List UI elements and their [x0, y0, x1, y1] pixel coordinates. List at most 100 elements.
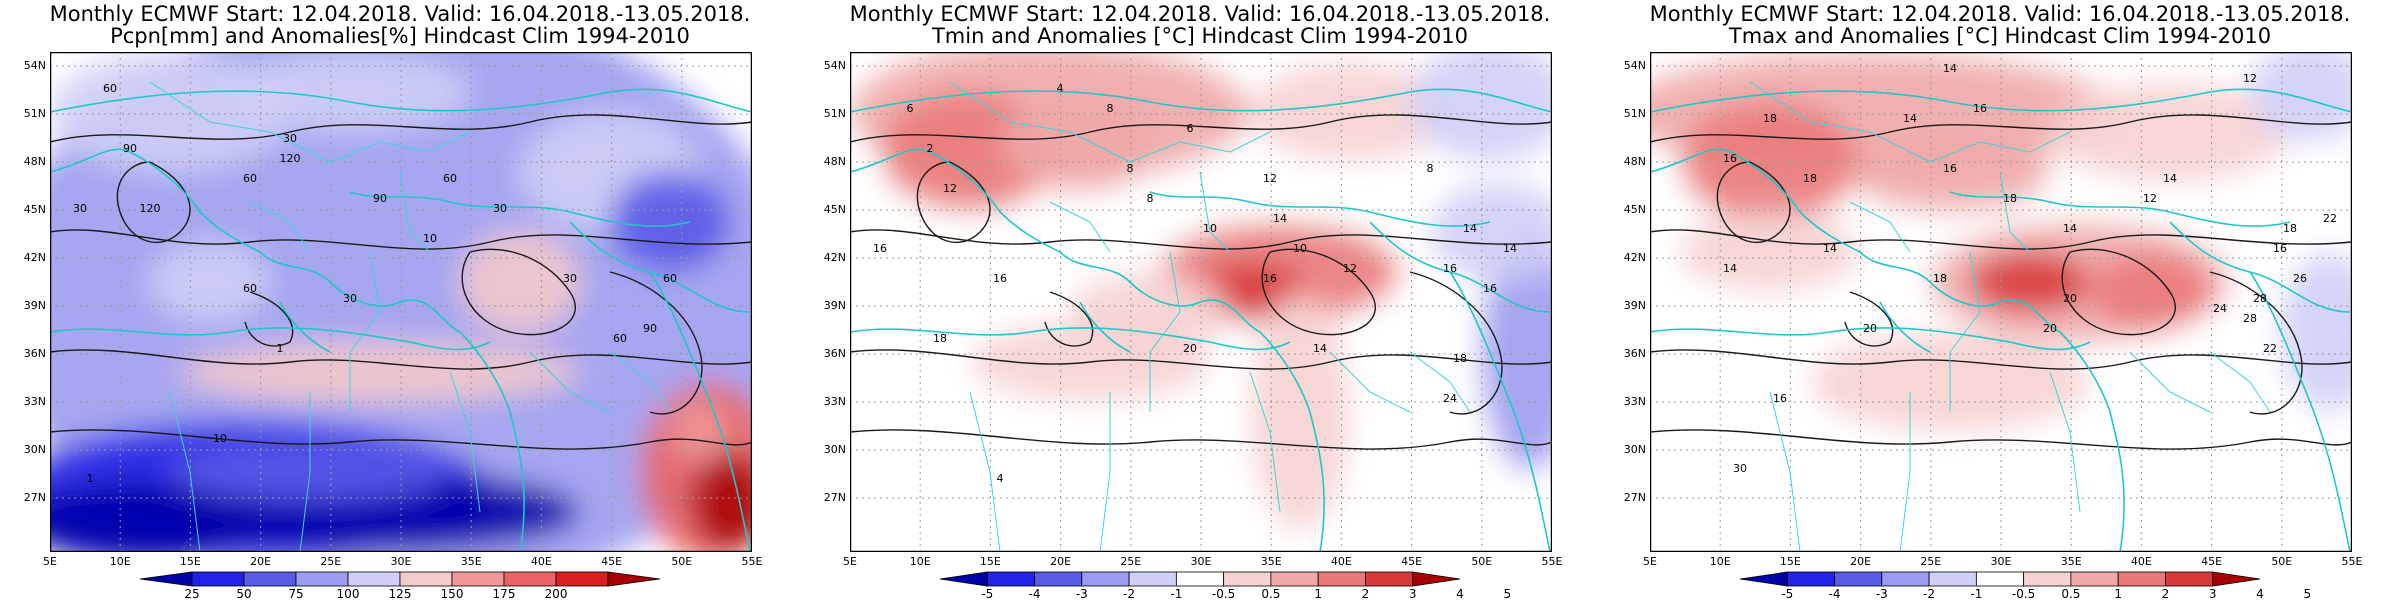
- latitude-label: 51N: [23, 107, 46, 120]
- colorbar-tick-label: -0.5: [1211, 587, 1236, 601]
- contour-line: [1044, 291, 1094, 347]
- anomaly-region: [1680, 212, 1860, 292]
- contour-label: 1: [87, 472, 94, 485]
- colorbar-swatch: [1365, 571, 1414, 587]
- contour-line: [50, 349, 752, 370]
- longitude-label: 50E: [1471, 555, 1493, 568]
- map-area: 14 12 18 14 16 16 18 14 16 18 14 12 14 22 18 16 20 24 28 20…: [1650, 52, 2352, 552]
- colorbar-swatch: [191, 571, 245, 587]
- contour-label: 6: [907, 102, 914, 115]
- country-borders: [149, 81, 671, 552]
- longitude-label: 20E: [1050, 555, 1072, 568]
- longitude-label: 10E: [109, 555, 131, 568]
- country-border: [1099, 392, 1111, 552]
- longitude-label: 50E: [671, 555, 693, 568]
- colorbar-swatch: [399, 571, 453, 587]
- colorbar-swatch: [2070, 571, 2119, 587]
- colorbar-tick-label: 125: [388, 587, 412, 601]
- contour-label: 8: [1147, 192, 1154, 205]
- latitude-label: 27N: [23, 491, 46, 504]
- colorbar-arrow-high: [2212, 571, 2261, 587]
- contour-label: 20: [2063, 292, 2077, 305]
- longitude-label: 55E: [741, 555, 763, 568]
- contour-label: 4: [1057, 82, 1064, 95]
- contour-label: 60: [663, 272, 677, 285]
- contour-line: [2061, 248, 2176, 336]
- panel-title-line2: Pcpn[mm] and Anomalies[%] Hindcast Clim …: [110, 24, 690, 48]
- colorbar-swatch: [1128, 571, 1177, 587]
- map-area: 60 90 120 30 60 120 30 90 60 30 10 30 60 1 1 10 30 60 90 60: [50, 52, 752, 552]
- colorbar-swatch: [295, 571, 349, 587]
- colorbar-tick-label: -1: [1170, 587, 1183, 601]
- country-border: [1849, 201, 1911, 253]
- panel-title-line2: Tmin and Anomalies [°C] Hindcast Clim 19…: [931, 24, 1469, 48]
- country-border: [249, 201, 311, 253]
- contour-label: 14: [1273, 212, 1287, 225]
- longitude-label: 25E: [320, 555, 342, 568]
- shading-layer: 14 12 18 14 16 16 18 14 16 18 14 12 14 22 18 16 20 24 28 20…: [1650, 52, 2352, 552]
- colorbar-swatch: [1786, 571, 1835, 587]
- contour-label: 16: [2273, 242, 2287, 255]
- latitude-label: 42N: [1623, 251, 1646, 264]
- panel-title-line1: Monthly ECMWF Start: 12.04.2018. Valid: …: [849, 2, 1551, 26]
- colorbar-tick-label: -1: [1970, 587, 1983, 601]
- country-border: [1199, 171, 1231, 253]
- anomaly-region: [1970, 252, 2090, 312]
- country-border: [1999, 171, 2031, 253]
- longitude-label: 25E: [1920, 555, 1942, 568]
- contour-label: 12: [1263, 172, 1277, 185]
- latitude-label: 33N: [1623, 395, 1646, 408]
- colorbar-tick-label: 0.5: [2061, 587, 2081, 601]
- map-frame: [50, 52, 752, 552]
- anomaly-region: [2250, 52, 2352, 142]
- latitude-label: 45N: [1623, 203, 1646, 216]
- panel-title-line1: Monthly ECMWF Start: 12.04.2018. Valid: …: [49, 2, 751, 26]
- country-border: [1949, 251, 1981, 412]
- longitude-label: 35E: [460, 555, 482, 568]
- colorbar-swatch: [1317, 571, 1366, 587]
- contour-label: 14: [1313, 342, 1327, 355]
- contour-label: 18: [2003, 192, 2017, 205]
- longitude-label: 40E: [1330, 555, 1352, 568]
- contour-label: 4: [997, 472, 1004, 485]
- country-border: [949, 81, 1131, 163]
- colorbar-swatch: [1834, 571, 1883, 587]
- latitude-label: 45N: [23, 203, 46, 216]
- country-border: [1249, 371, 1281, 513]
- contour-label: 90: [373, 192, 387, 205]
- map-canvas: 6 4 8 6 2 12 8 8 10 12 14 10 12 8 14 16 14 16 18 16 20 16 14 16…: [850, 52, 1552, 552]
- latitude-label: 54N: [23, 59, 46, 72]
- contour-label: 2: [927, 142, 934, 155]
- map-canvas: 14 12 18 14 16 16 18 14 16 18 14 12 14 22 18 16 20 24 28 20…: [1650, 52, 2352, 552]
- longitude-label: 10E: [909, 555, 931, 568]
- contour-line: [2209, 271, 2303, 415]
- contour-label: 10: [1293, 242, 1307, 255]
- country-border: [1899, 392, 1911, 552]
- latitude-label: 30N: [823, 443, 846, 456]
- country-border: [1409, 351, 1471, 413]
- coastline: [1650, 327, 2091, 351]
- colorbar-tick-label: 3: [1408, 587, 1417, 601]
- contour-line: [461, 248, 576, 336]
- latitude-label: 42N: [23, 251, 46, 264]
- map-area: 6 4 8 6 2 12 8 8 10 12 14 10 12 8 14 16 14 16 18 16 20 16 14 16…: [850, 52, 1552, 552]
- colorbar-arrow-low: [939, 571, 988, 587]
- contour-label: 90: [123, 142, 137, 155]
- colorbar-tick-label: 2: [2161, 587, 2170, 601]
- contour-label: 10: [1203, 222, 1217, 235]
- coastline: [349, 191, 691, 227]
- colorbar-tick-label: 5: [2303, 587, 2312, 601]
- contour-label: 18: [933, 332, 947, 345]
- contour-label: 120: [140, 202, 161, 215]
- colorbar-swatch: [243, 571, 297, 587]
- country-border: [609, 351, 671, 413]
- colorbar-tick-label: 1: [2114, 587, 2122, 601]
- panel-title-line2: Tmax and Anomalies [°C] Hindcast Clim 19…: [1728, 24, 2272, 48]
- longitude-label: 30E: [1190, 555, 1212, 568]
- latitude-label: 33N: [23, 395, 46, 408]
- colorbar-graphic: [1739, 571, 2261, 587]
- anomaly-shading: [50, 52, 752, 552]
- colorbar-swatch: [986, 571, 1035, 587]
- contour-label: 1: [277, 342, 284, 355]
- latitude-label: 51N: [1623, 107, 1646, 120]
